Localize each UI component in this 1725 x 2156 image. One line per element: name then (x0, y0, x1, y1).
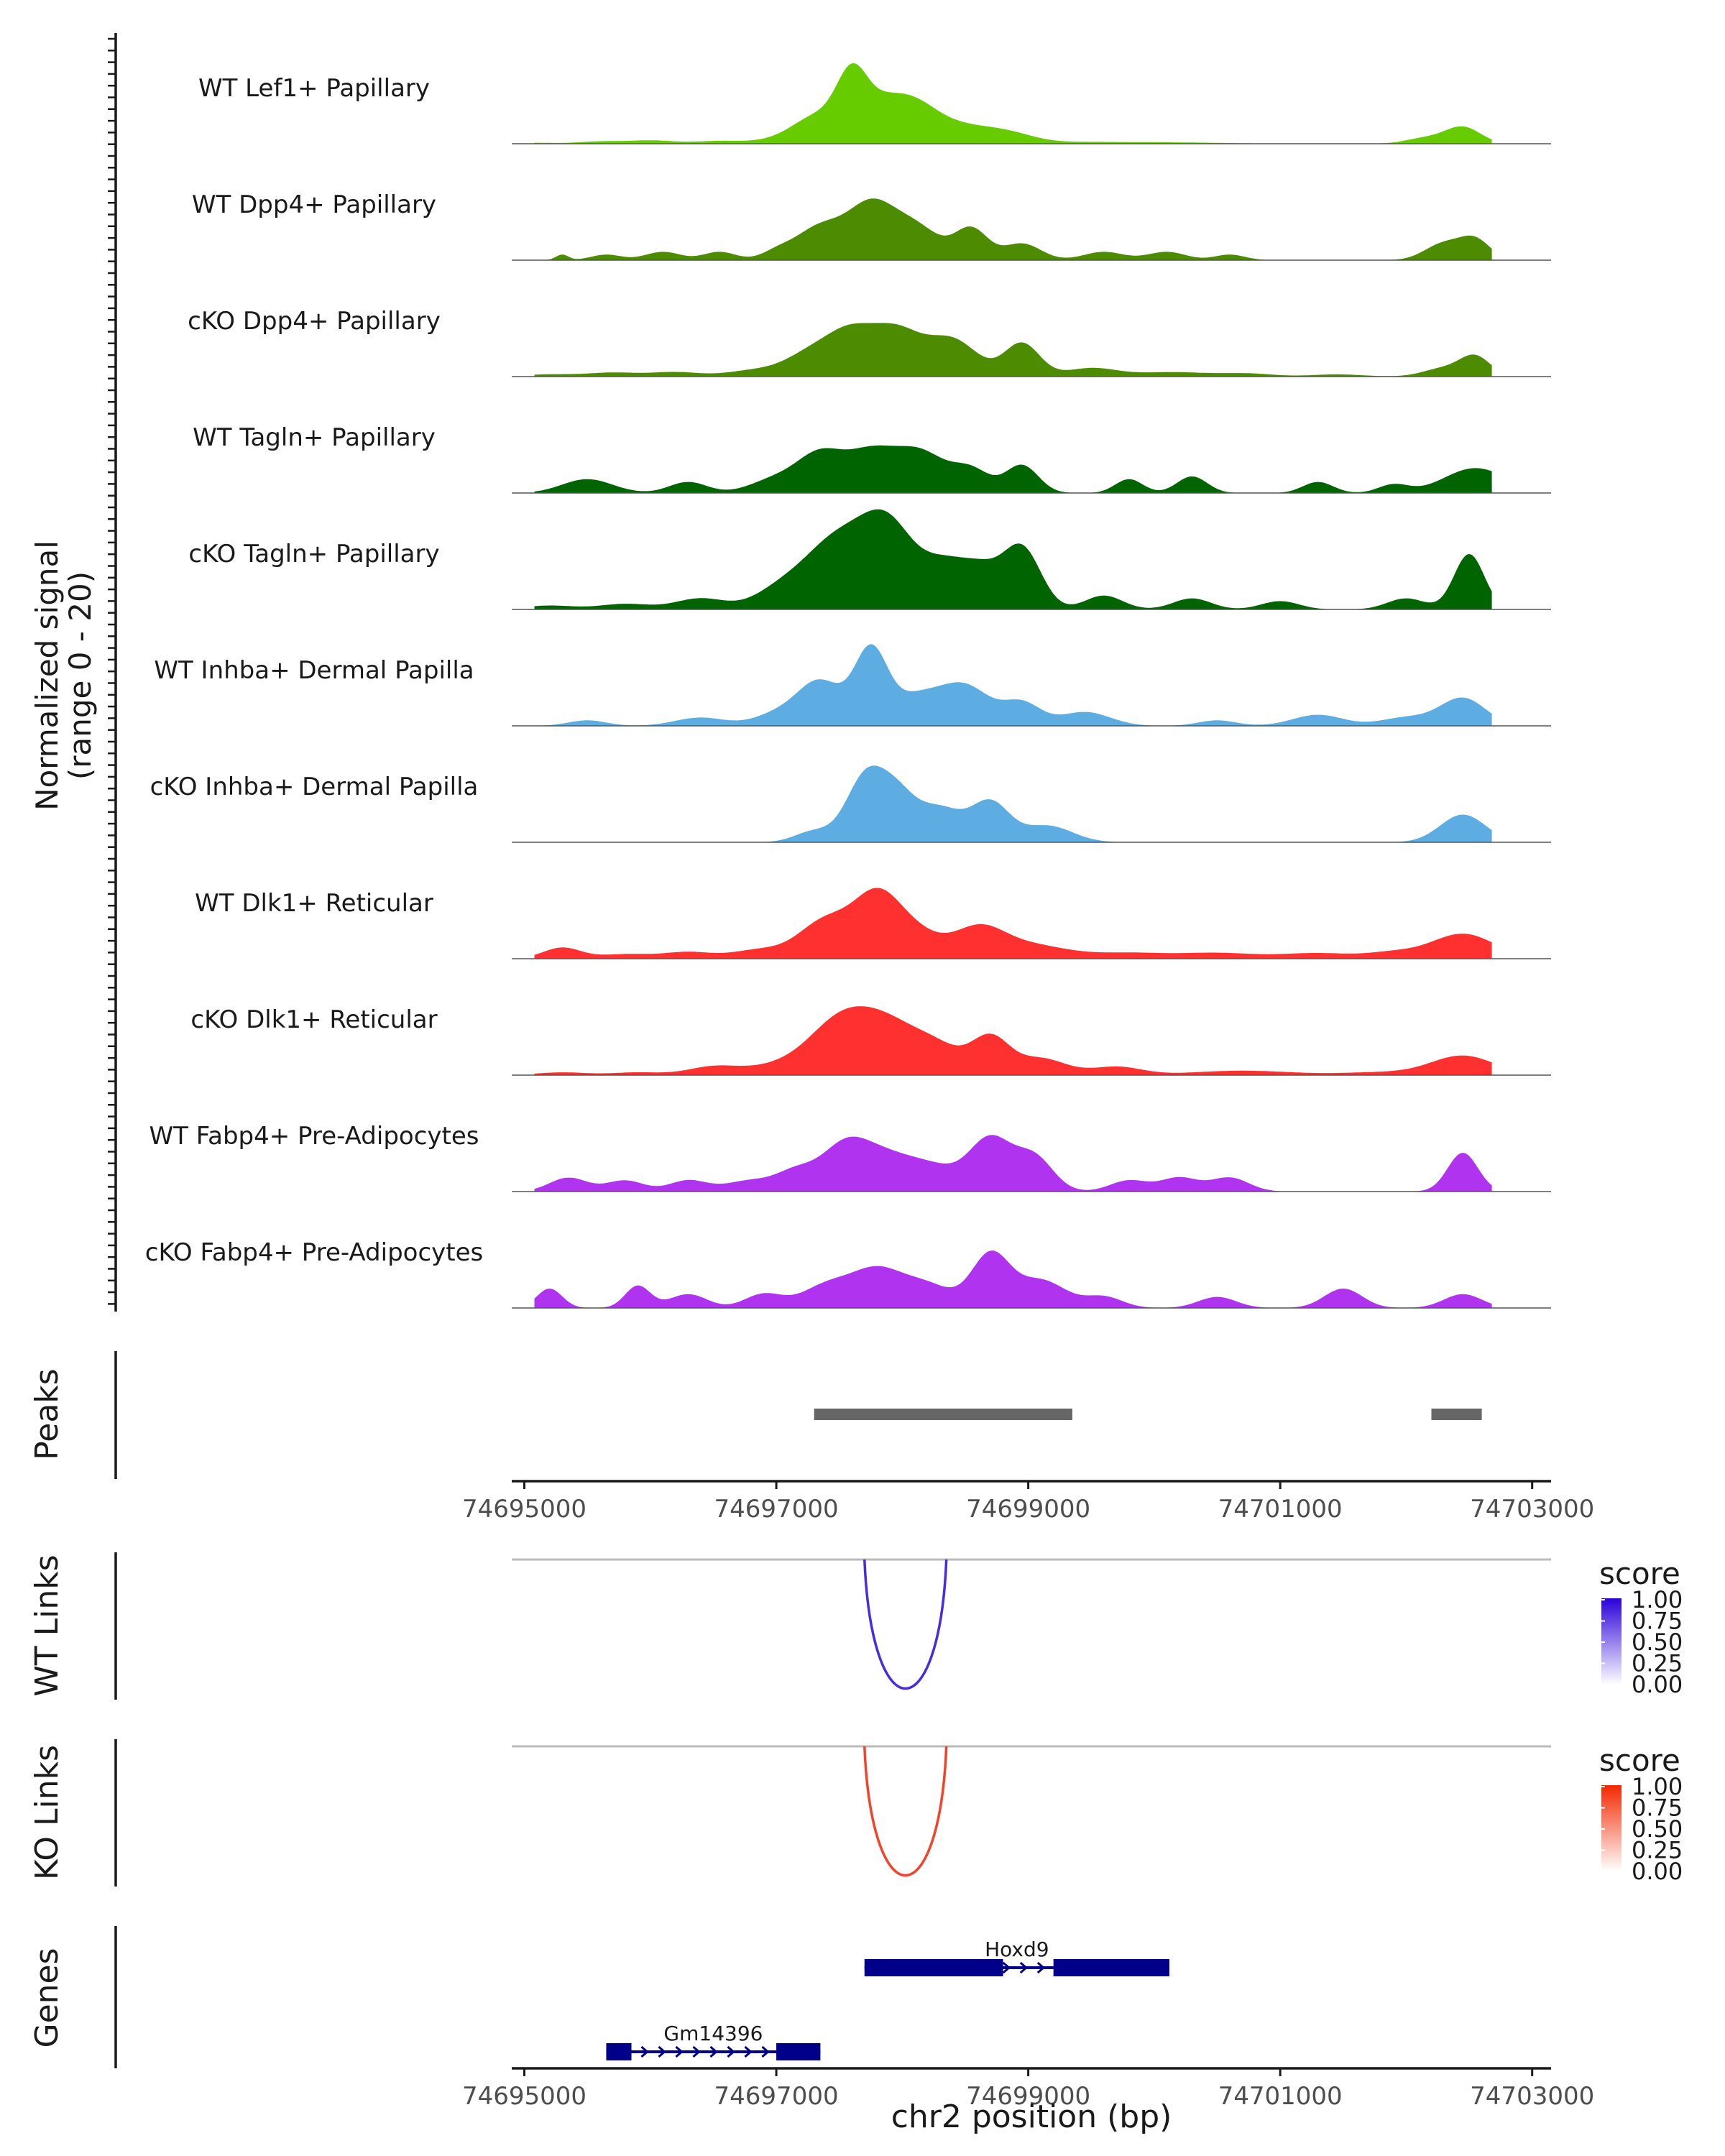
peaks-x-tick-label: 74699000 (966, 1495, 1090, 1524)
gene-name: Hoxd9 (985, 1938, 1049, 1961)
track-label: WT Inhba+ Dermal Papilla (154, 656, 474, 685)
coverage-track: WT Dpp4+ Papillary (192, 190, 1551, 261)
strand-arrow (744, 2045, 753, 2058)
gene-model: Gm14396 (606, 2022, 821, 2060)
coverage-track: cKO Inhba+ Dermal Papilla (150, 765, 1551, 843)
strand-arrow (761, 2045, 770, 2058)
strand-arrow (692, 2045, 701, 2058)
track-label: WT Fabp4+ Pre-Adipocytes (150, 1122, 479, 1151)
strand-arrow (658, 2045, 666, 2058)
legend-label: 0.25 (1632, 1837, 1683, 1864)
gene-exon (776, 2043, 821, 2060)
legend-label: 0.50 (1632, 1628, 1683, 1656)
coverage-track: WT Fabp4+ Pre-Adipocytes (150, 1122, 1551, 1192)
track-label: cKO Fabp4+ Pre-Adipocytes (145, 1238, 484, 1267)
track-label: WT Dlk1+ Reticular (195, 889, 433, 918)
gene-exon (606, 2043, 632, 2060)
genes-panel: Genes Hoxd9 Gm14396 74695000 74697000 7469900… (29, 1926, 1594, 2135)
coverage-track: cKO Tagln+ Papillary (188, 509, 1551, 610)
coverage-area (534, 1135, 1492, 1192)
track-label: WT Tagln+ Papillary (193, 423, 436, 452)
peaks-x-tick-label: 74701000 (1218, 1495, 1343, 1524)
coverage-track: WT Tagln+ Papillary (193, 423, 1551, 494)
coverage-area (534, 63, 1492, 144)
coverage-area (534, 198, 1492, 260)
genes-x-tick-label: 74695000 (462, 2082, 586, 2111)
legend-title: score (1599, 1556, 1680, 1591)
legend-label: 0.75 (1632, 1795, 1683, 1822)
peaks-x-tick-label: 74695000 (462, 1495, 586, 1524)
coverage-area (534, 445, 1492, 493)
legend-title: score (1599, 1743, 1680, 1778)
gene-model: Hoxd9 (864, 1938, 1169, 1976)
genes-x-tick-label: 74701000 (1218, 2082, 1343, 2111)
legend-label: 0.00 (1632, 1858, 1683, 1885)
strand-arrow (1019, 1961, 1029, 1974)
coverage-area (534, 1006, 1492, 1075)
legend-label: 1.00 (1632, 1773, 1683, 1800)
coverage-panel: WT Lef1+ Papillary WT Dpp4+ Papillary cKO … (29, 33, 1551, 1312)
coverage-track: cKO Fabp4+ Pre-Adipocytes (145, 1238, 1551, 1309)
strand-arrow (1002, 1961, 1011, 1974)
coverage-track: WT Inhba+ Dermal Papilla (154, 644, 1551, 727)
x-axis-title: chr2 position (bp) (891, 2099, 1172, 2135)
coverage-track: WT Dlk1+ Reticular (195, 888, 1551, 959)
genes-x-tick-label: 74703000 (1470, 2082, 1594, 2111)
coverage-area (534, 888, 1492, 959)
strand-arrow (675, 2045, 684, 2058)
track-label: cKO Dlk1+ Reticular (190, 1005, 437, 1034)
genes-label: Genes (29, 1948, 65, 2047)
track-label: cKO Inhba+ Dermal Papilla (150, 773, 479, 801)
strand-arrow (640, 2045, 649, 2058)
links-label: KO Links (29, 1745, 65, 1880)
strand-arrow (709, 2045, 718, 2058)
legend-label: 0.50 (1632, 1815, 1683, 1843)
link-arc (863, 1559, 948, 1690)
strand-arrow (1036, 1961, 1046, 1974)
link-arc (863, 1746, 948, 1877)
legend-label: 0.25 (1632, 1650, 1683, 1677)
coverage-area (534, 323, 1492, 377)
coverage-track: cKO Dlk1+ Reticular (190, 1005, 1551, 1076)
links-label: WT Links (29, 1554, 65, 1696)
track-label: WT Dpp4+ Papillary (192, 190, 436, 219)
gene-exon (864, 1959, 1003, 1976)
legend-label: 0.00 (1632, 1671, 1683, 1698)
gene-exon (1053, 1959, 1169, 1976)
strand-arrow (727, 2045, 735, 2058)
genes-x-tick-label: 74697000 (714, 2082, 839, 2111)
track-label: cKO Tagln+ Papillary (188, 540, 439, 568)
coverage-track: WT Lef1+ Papillary (198, 63, 1551, 144)
track-label: cKO Dpp4+ Papillary (188, 307, 441, 336)
peak-region (1431, 1409, 1482, 1420)
coverage-track: cKO Dpp4+ Papillary (188, 307, 1551, 377)
peak-region (814, 1409, 1072, 1420)
coverage-area (534, 1250, 1492, 1308)
legend-label: 0.75 (1632, 1608, 1683, 1635)
gene-name: Gm14396 (663, 2022, 763, 2045)
genes-x-tick-label: 74699000 (966, 2082, 1090, 2111)
coverage-area (534, 509, 1492, 609)
peaks-panel: Peaks 74695000 74697000 74699000 74701000 747… (29, 1351, 1594, 1524)
peaks-x-tick-label: 74697000 (714, 1495, 839, 1524)
coverage-area (534, 644, 1492, 726)
coverage-y-label-line2: (range 0 - 20) (63, 571, 98, 780)
coverage-y-label-line1: Normalized signal (29, 540, 65, 811)
peaks-label: Peaks (29, 1368, 65, 1460)
coverage-area (534, 765, 1492, 842)
legend-label: 1.00 (1632, 1586, 1683, 1613)
peaks-x-tick-label: 74703000 (1470, 1495, 1594, 1524)
track-label: WT Lef1+ Papillary (198, 74, 430, 103)
